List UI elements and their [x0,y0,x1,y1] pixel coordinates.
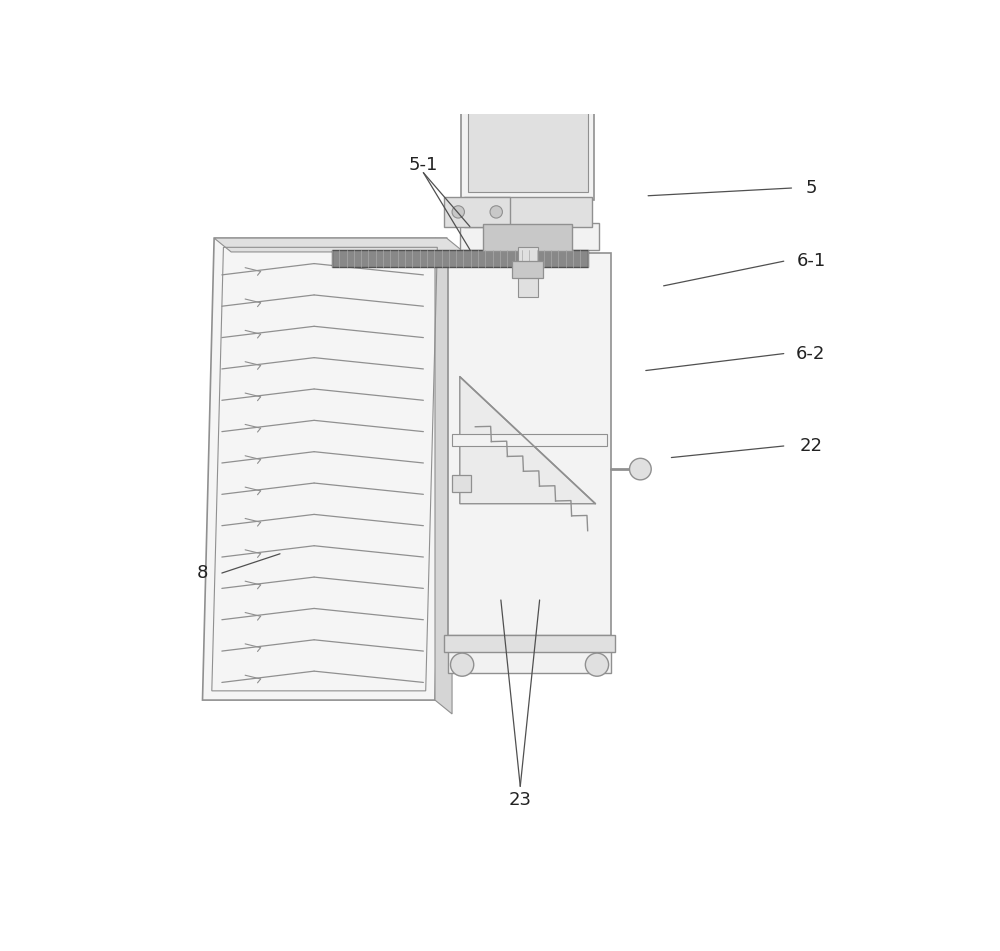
Circle shape [452,205,464,218]
Bar [464,197,592,226]
Bar [512,262,543,278]
Bar [483,224,572,251]
Text: 8: 8 [197,564,208,582]
Bar [448,634,611,673]
Polygon shape [435,238,452,714]
Circle shape [630,458,651,480]
Circle shape [585,653,609,676]
Circle shape [490,205,502,218]
Text: 5-1: 5-1 [409,156,438,174]
Bar [452,435,607,446]
Text: 23: 23 [509,791,532,809]
Text: 6-1: 6-1 [796,252,826,270]
Bar [448,254,611,638]
Text: 5: 5 [805,179,817,197]
Bar [461,74,594,200]
Polygon shape [202,238,447,700]
Bar [468,80,588,192]
Circle shape [450,653,474,676]
Bar [444,635,615,652]
Bar [518,247,538,298]
Text: 22: 22 [799,437,822,455]
Bar [452,476,471,493]
Polygon shape [214,238,464,252]
Bar [332,250,588,267]
Bar [444,197,510,226]
Text: 6-2: 6-2 [796,344,826,362]
Polygon shape [460,377,595,504]
Bar [460,223,599,250]
